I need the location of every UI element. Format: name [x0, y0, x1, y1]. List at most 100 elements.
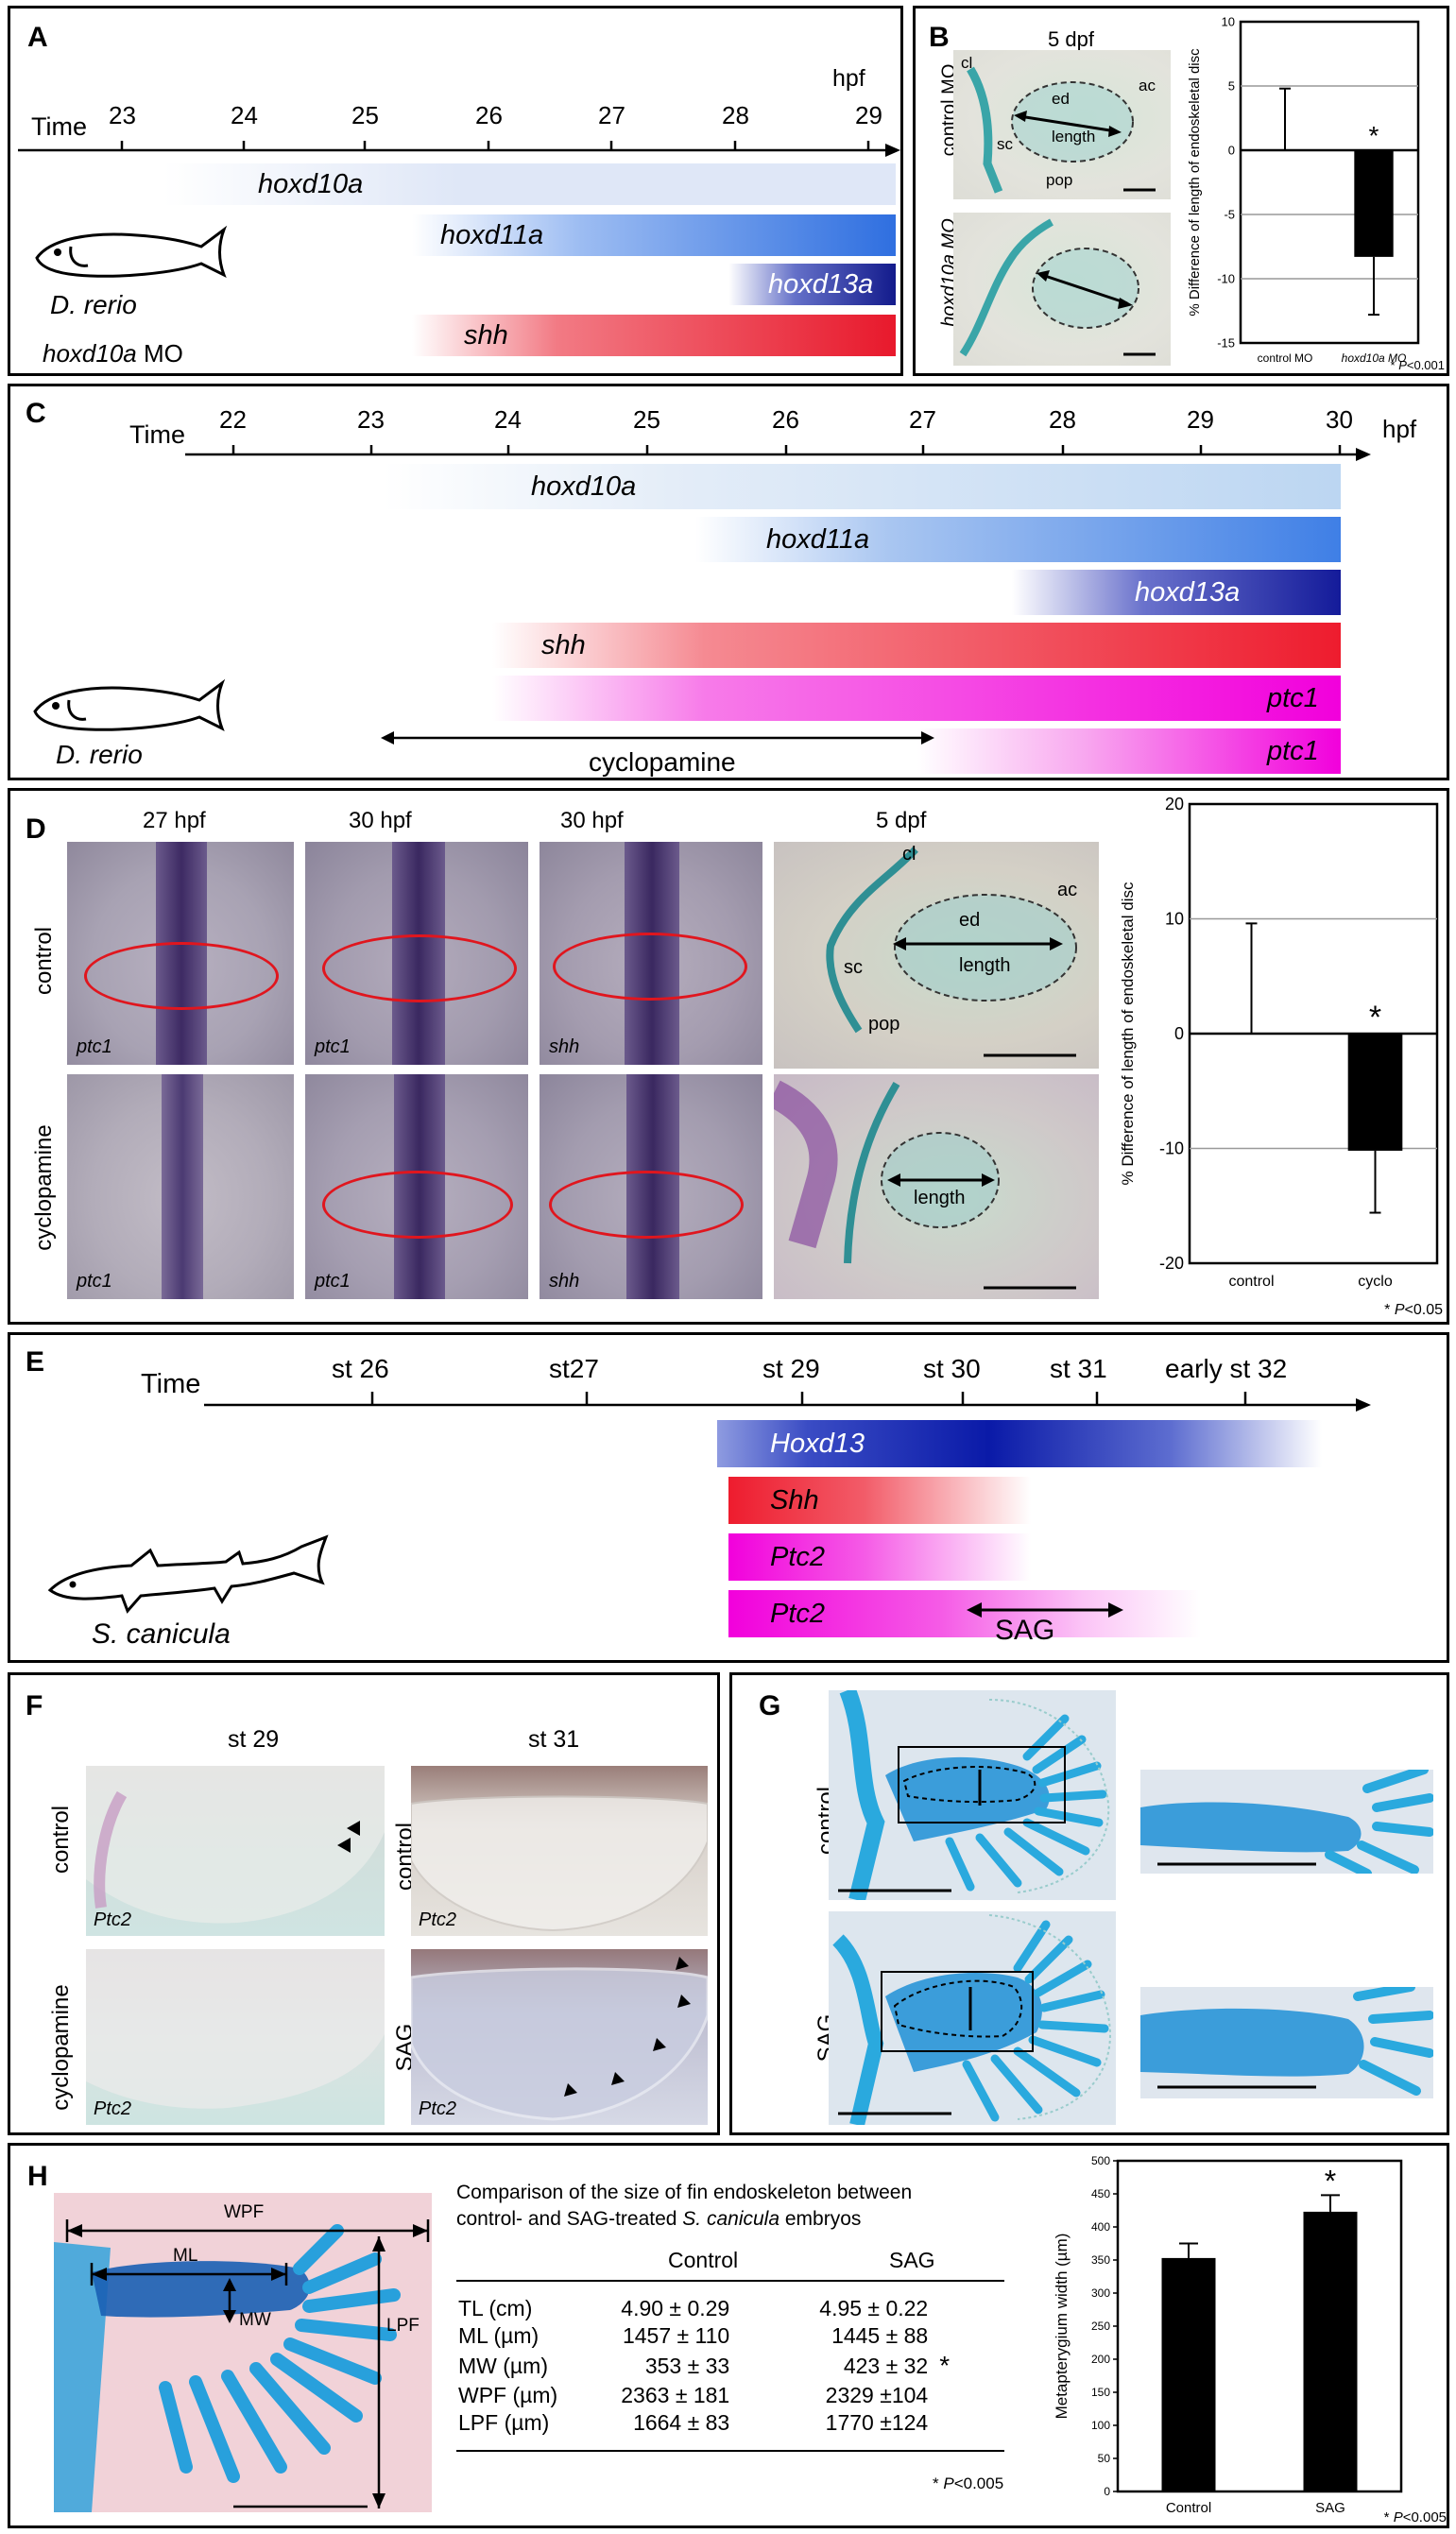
table-row: TL (cm) 4.90 ± 0.29 4.95 ± 0.22	[453, 2295, 964, 2322]
gene-label: Ptc2	[770, 1599, 826, 1629]
photo-gene-label: Ptc2	[94, 2098, 132, 2119]
panel-d-bar-chart: 20 10 0 -10 -20 control * cyclo % Difference of …	[1119, 795, 1443, 1318]
treatment-gene: hoxd10a	[43, 339, 137, 368]
significance-mark: *	[1325, 2164, 1336, 2198]
sag-value: 4.95 ± 0.22	[819, 2296, 929, 2320]
gene-label: hoxd11a	[440, 220, 544, 250]
fin-skeleton-closeup-control	[1140, 1770, 1433, 1874]
gene-label: hoxd13a	[768, 269, 874, 300]
table-title-line1: Comparison of the size of fin endoskelet…	[456, 2182, 913, 2203]
label-ac: ac	[1139, 77, 1156, 94]
label-ed: ed	[1052, 90, 1070, 108]
expression-bar-hoxd13a: hoxd13a	[728, 264, 896, 305]
panel-e-time-axis	[204, 1392, 1371, 1412]
y-tick-label: 10	[1165, 910, 1184, 929]
panel-e-tick: st 29	[762, 1354, 820, 1383]
fin-bud-photo-sag-st31: Ptc2	[411, 1949, 708, 2125]
expression-bar-shh: shh	[412, 315, 896, 356]
panel-c-tick: 22	[219, 405, 247, 434]
y-tick-label: 300	[1091, 2286, 1110, 2300]
embryo-photo-control-ptc1-27hpf: ptc1	[67, 842, 294, 1065]
gene-label: shh	[541, 630, 586, 660]
control-value: 2363 ± 181	[621, 2383, 730, 2407]
label-sc: sc	[844, 957, 863, 978]
measure-label-wpf: WPF	[224, 2202, 265, 2222]
row-label: LPF (µm)	[458, 2410, 550, 2435]
row-label: ML (µm)	[458, 2323, 540, 2348]
fin-bud-photo-control-st29: Ptc2	[86, 1766, 385, 1936]
expression-bar-hoxd10a: hoxd10a	[384, 464, 1341, 509]
panel-c-time-label: Time	[129, 420, 185, 449]
y-tick-label: 0	[1104, 2485, 1110, 2498]
gene-label: Shh	[770, 1485, 819, 1515]
y-tick-label: 250	[1091, 2320, 1110, 2333]
bar-sag	[1303, 2211, 1358, 2491]
table-header-sag: SAG	[889, 2248, 935, 2272]
fin-skeleton-overlay	[832, 1914, 1112, 2125]
control-value: 1664 ± 83	[633, 2410, 730, 2435]
fin-section-photo-control-5dpf: cl ed length ac sc pop	[774, 842, 1099, 1069]
panel-a-tick: 26	[475, 101, 503, 129]
bar-hoxd10a-mo	[1354, 150, 1394, 257]
panel-c-species: D. rerio	[56, 740, 143, 769]
panel-a-tick: 23	[109, 101, 136, 129]
size-comparison-table: TL (cm) 4.90 ± 0.29 4.95 ± 0.22 ML (µm) …	[453, 2295, 964, 2437]
panel-a-treatment: hoxd10a MO	[43, 339, 183, 368]
panel-e-tick: st 31	[1050, 1354, 1107, 1383]
x-category-label: SAG	[1315, 2500, 1345, 2516]
panel-b-stage: 5 dpf	[1048, 27, 1094, 51]
panel-c-treatment: cyclopamine	[589, 747, 736, 777]
panel-g-label: G	[759, 1690, 781, 1721]
y-axis-label: Metapterygium width (µm)	[1053, 2234, 1071, 2420]
panel-e-tick: early st 32	[1165, 1354, 1288, 1383]
expression-bar-ptc1: ptc1	[492, 676, 1341, 721]
gene-label: shh	[464, 320, 508, 351]
table-rule-top	[456, 2280, 1004, 2282]
panel-d-col-header: 27 hpf	[143, 808, 206, 833]
label-cl: cl	[961, 54, 973, 72]
control-value: 353 ± 33	[644, 2353, 730, 2378]
expression-bar-hoxd13: Hoxd13	[717, 1420, 1322, 1467]
measure-label-ml: ML	[173, 2246, 198, 2266]
significance-mark	[934, 2295, 964, 2322]
panel-c-tick: 29	[1187, 405, 1214, 434]
x-category-label: Control	[1166, 2500, 1211, 2516]
panel-c-tick: 24	[494, 405, 522, 434]
panel-e-time-label: Time	[141, 1369, 201, 1399]
fin-section-photo-hoxd10a-mo	[953, 213, 1171, 366]
significance-mark	[934, 2382, 964, 2409]
sag-value: 1445 ± 88	[831, 2323, 929, 2348]
plot-frame	[1116, 2159, 1403, 2493]
row-label: MW (µm)	[458, 2353, 548, 2378]
panel-g: G control SAG	[729, 1672, 1449, 2135]
fin-bud-overlay	[86, 1766, 385, 1924]
zebrafish-icon	[33, 678, 226, 732]
sag-value: 423 ± 32	[843, 2353, 929, 2378]
label-sc: sc	[997, 135, 1013, 153]
fin-skeleton-overlay	[1140, 1770, 1433, 1874]
panel-a-tick: 28	[722, 101, 749, 129]
panel-b-label: B	[929, 22, 950, 53]
table-title-line2: control- and SAG-treated S. canicula emb…	[456, 2208, 862, 2230]
x-category-label: cyclo	[1358, 1274, 1393, 1290]
significance-mark: *	[939, 2351, 951, 2380]
photo-gene-label: shh	[549, 1036, 580, 1057]
panel-c-tick: 25	[633, 405, 660, 434]
photo-gene-label: Ptc2	[94, 1909, 132, 1930]
control-value: 4.90 ± 0.29	[621, 2296, 730, 2320]
expression-bar-ptc2-sag: Ptc2	[728, 1590, 1201, 1637]
significance-mark	[934, 2409, 964, 2437]
panel-a-tick: 25	[351, 101, 379, 129]
fin-bud-overlay	[86, 1949, 385, 2109]
y-tick-label: 20	[1165, 795, 1184, 813]
photo-gene-label: ptc1	[315, 1271, 351, 1292]
panel-d-col-header: 30 hpf	[349, 808, 412, 833]
label-ed: ed	[959, 910, 981, 931]
label-pop: pop	[1046, 171, 1073, 189]
x-category-label: control	[1228, 1274, 1274, 1290]
fin-section-overlay	[826, 847, 1077, 1057]
panel-f-col-header: st 31	[528, 1726, 580, 1753]
gene-label: ptc1	[1267, 736, 1319, 766]
panel-a-time-label: Time	[31, 112, 87, 141]
panel-c-tick: 27	[909, 405, 936, 434]
